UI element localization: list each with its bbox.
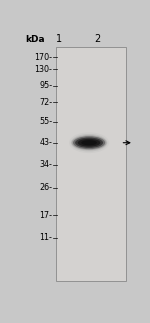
Text: 11-: 11- <box>40 233 52 242</box>
Text: 2: 2 <box>95 34 101 44</box>
Text: 95-: 95- <box>39 81 52 90</box>
Text: 34-: 34- <box>40 160 52 169</box>
Bar <box>56 47 126 281</box>
Ellipse shape <box>78 139 100 147</box>
Ellipse shape <box>81 140 97 145</box>
Text: 43-: 43- <box>40 138 52 147</box>
Text: 130-: 130- <box>35 65 52 74</box>
Text: kDa: kDa <box>25 35 45 44</box>
Ellipse shape <box>69 132 109 153</box>
Text: 170-: 170- <box>34 53 52 62</box>
Text: 26-: 26- <box>39 183 52 193</box>
Text: 17-: 17- <box>39 211 52 220</box>
Ellipse shape <box>71 134 107 151</box>
Ellipse shape <box>73 136 105 149</box>
Ellipse shape <box>75 138 103 148</box>
Text: 72-: 72- <box>39 98 52 107</box>
Text: 55-: 55- <box>39 117 52 126</box>
Text: 1: 1 <box>56 34 63 44</box>
Ellipse shape <box>72 135 106 150</box>
